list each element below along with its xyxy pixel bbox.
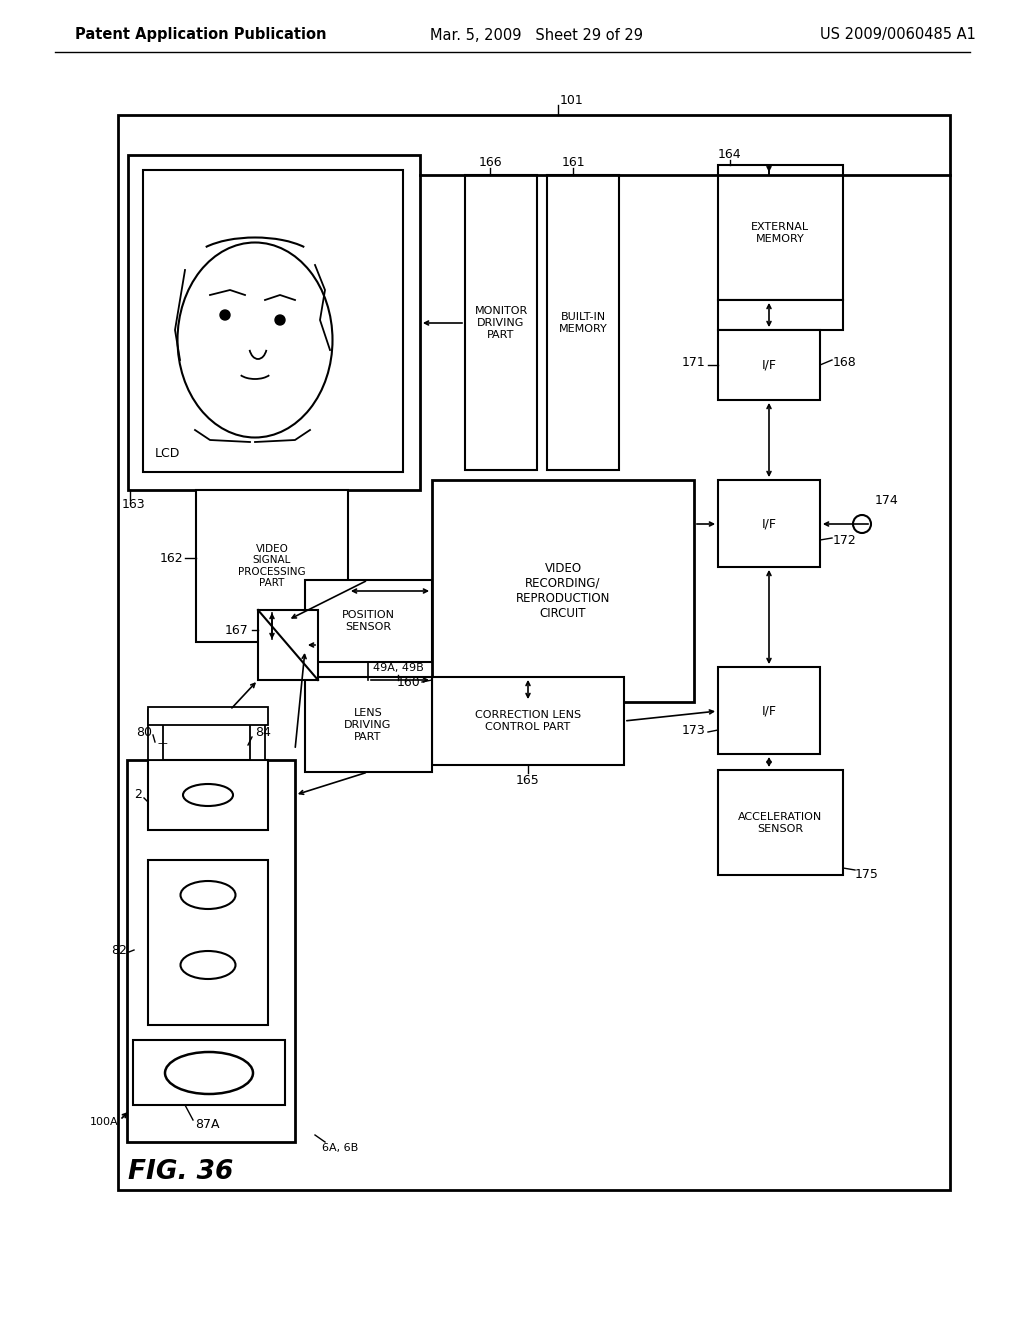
Bar bbox=[250, 710, 265, 760]
Bar bbox=[148, 861, 268, 1026]
Text: 161: 161 bbox=[561, 156, 585, 169]
Text: 171: 171 bbox=[681, 355, 705, 368]
Text: 162: 162 bbox=[160, 552, 183, 565]
Text: 49A, 49B: 49A, 49B bbox=[373, 663, 423, 673]
Text: 174: 174 bbox=[874, 494, 899, 507]
Text: 164: 164 bbox=[718, 149, 741, 161]
Text: MONITOR
DRIVING
PART: MONITOR DRIVING PART bbox=[474, 306, 527, 339]
Text: —: — bbox=[158, 738, 168, 748]
Text: 166: 166 bbox=[478, 156, 502, 169]
Text: 84: 84 bbox=[255, 726, 271, 738]
Text: EXTERNAL
MEMORY: EXTERNAL MEMORY bbox=[751, 222, 809, 244]
Text: 2: 2 bbox=[134, 788, 142, 801]
Text: LENS
DRIVING
PART: LENS DRIVING PART bbox=[344, 709, 392, 742]
Bar bbox=[547, 176, 618, 470]
Bar bbox=[718, 667, 820, 754]
Text: 160: 160 bbox=[396, 676, 420, 689]
Text: LCD: LCD bbox=[155, 447, 180, 459]
Bar bbox=[718, 480, 820, 568]
Bar bbox=[148, 708, 268, 725]
Text: US 2009/0060485 A1: US 2009/0060485 A1 bbox=[820, 28, 976, 42]
Polygon shape bbox=[258, 610, 318, 680]
Text: 175: 175 bbox=[855, 869, 879, 882]
Bar bbox=[432, 677, 624, 766]
Bar bbox=[305, 579, 432, 663]
Text: BUILT-IN
MEMORY: BUILT-IN MEMORY bbox=[559, 313, 607, 334]
Text: 168: 168 bbox=[833, 355, 857, 368]
Text: 6A, 6B: 6A, 6B bbox=[322, 1143, 358, 1152]
Text: 80: 80 bbox=[136, 726, 152, 738]
Text: I/F: I/F bbox=[762, 705, 776, 718]
Bar bbox=[148, 760, 268, 830]
Text: 82: 82 bbox=[112, 944, 127, 957]
Bar bbox=[196, 490, 348, 642]
Circle shape bbox=[220, 310, 230, 319]
Bar bbox=[143, 170, 403, 473]
Bar bbox=[127, 760, 295, 1142]
Text: CORRECTION LENS
CONTROL PART: CORRECTION LENS CONTROL PART bbox=[475, 710, 581, 731]
Circle shape bbox=[275, 315, 285, 325]
Bar bbox=[128, 154, 420, 490]
Text: 172: 172 bbox=[833, 533, 857, 546]
Bar bbox=[465, 176, 537, 470]
Bar bbox=[305, 677, 432, 772]
Bar bbox=[718, 300, 843, 330]
Bar bbox=[718, 165, 843, 300]
Text: VIDEO
SIGNAL
PROCESSING
PART: VIDEO SIGNAL PROCESSING PART bbox=[239, 544, 306, 589]
Text: I/F: I/F bbox=[762, 517, 776, 531]
Text: POSITION
SENSOR: POSITION SENSOR bbox=[341, 610, 394, 632]
Bar bbox=[718, 770, 843, 875]
Text: 173: 173 bbox=[681, 723, 705, 737]
Text: Mar. 5, 2009   Sheet 29 of 29: Mar. 5, 2009 Sheet 29 of 29 bbox=[430, 28, 643, 42]
Bar bbox=[148, 710, 163, 760]
Text: 87A: 87A bbox=[195, 1118, 219, 1131]
Text: FIG. 36: FIG. 36 bbox=[128, 1159, 233, 1185]
Text: 100A: 100A bbox=[89, 1117, 118, 1127]
Text: 163: 163 bbox=[122, 499, 145, 511]
Bar bbox=[718, 330, 820, 400]
Text: 101: 101 bbox=[560, 94, 584, 107]
Text: VIDEO
RECORDING/
REPRODUCTION
CIRCUIT: VIDEO RECORDING/ REPRODUCTION CIRCUIT bbox=[516, 562, 610, 620]
Text: Patent Application Publication: Patent Application Publication bbox=[75, 28, 327, 42]
Text: I/F: I/F bbox=[762, 359, 776, 371]
Text: ACCELERATION
SENSOR: ACCELERATION SENSOR bbox=[738, 812, 822, 834]
Text: 165: 165 bbox=[516, 774, 540, 787]
Bar bbox=[118, 115, 950, 1191]
Bar bbox=[432, 480, 694, 702]
Bar bbox=[133, 1040, 285, 1105]
Text: 167: 167 bbox=[224, 623, 248, 636]
